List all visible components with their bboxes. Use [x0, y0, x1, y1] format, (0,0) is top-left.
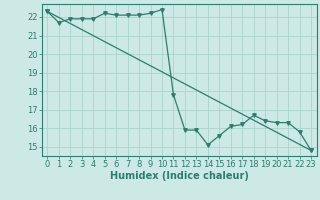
- X-axis label: Humidex (Indice chaleur): Humidex (Indice chaleur): [110, 171, 249, 181]
